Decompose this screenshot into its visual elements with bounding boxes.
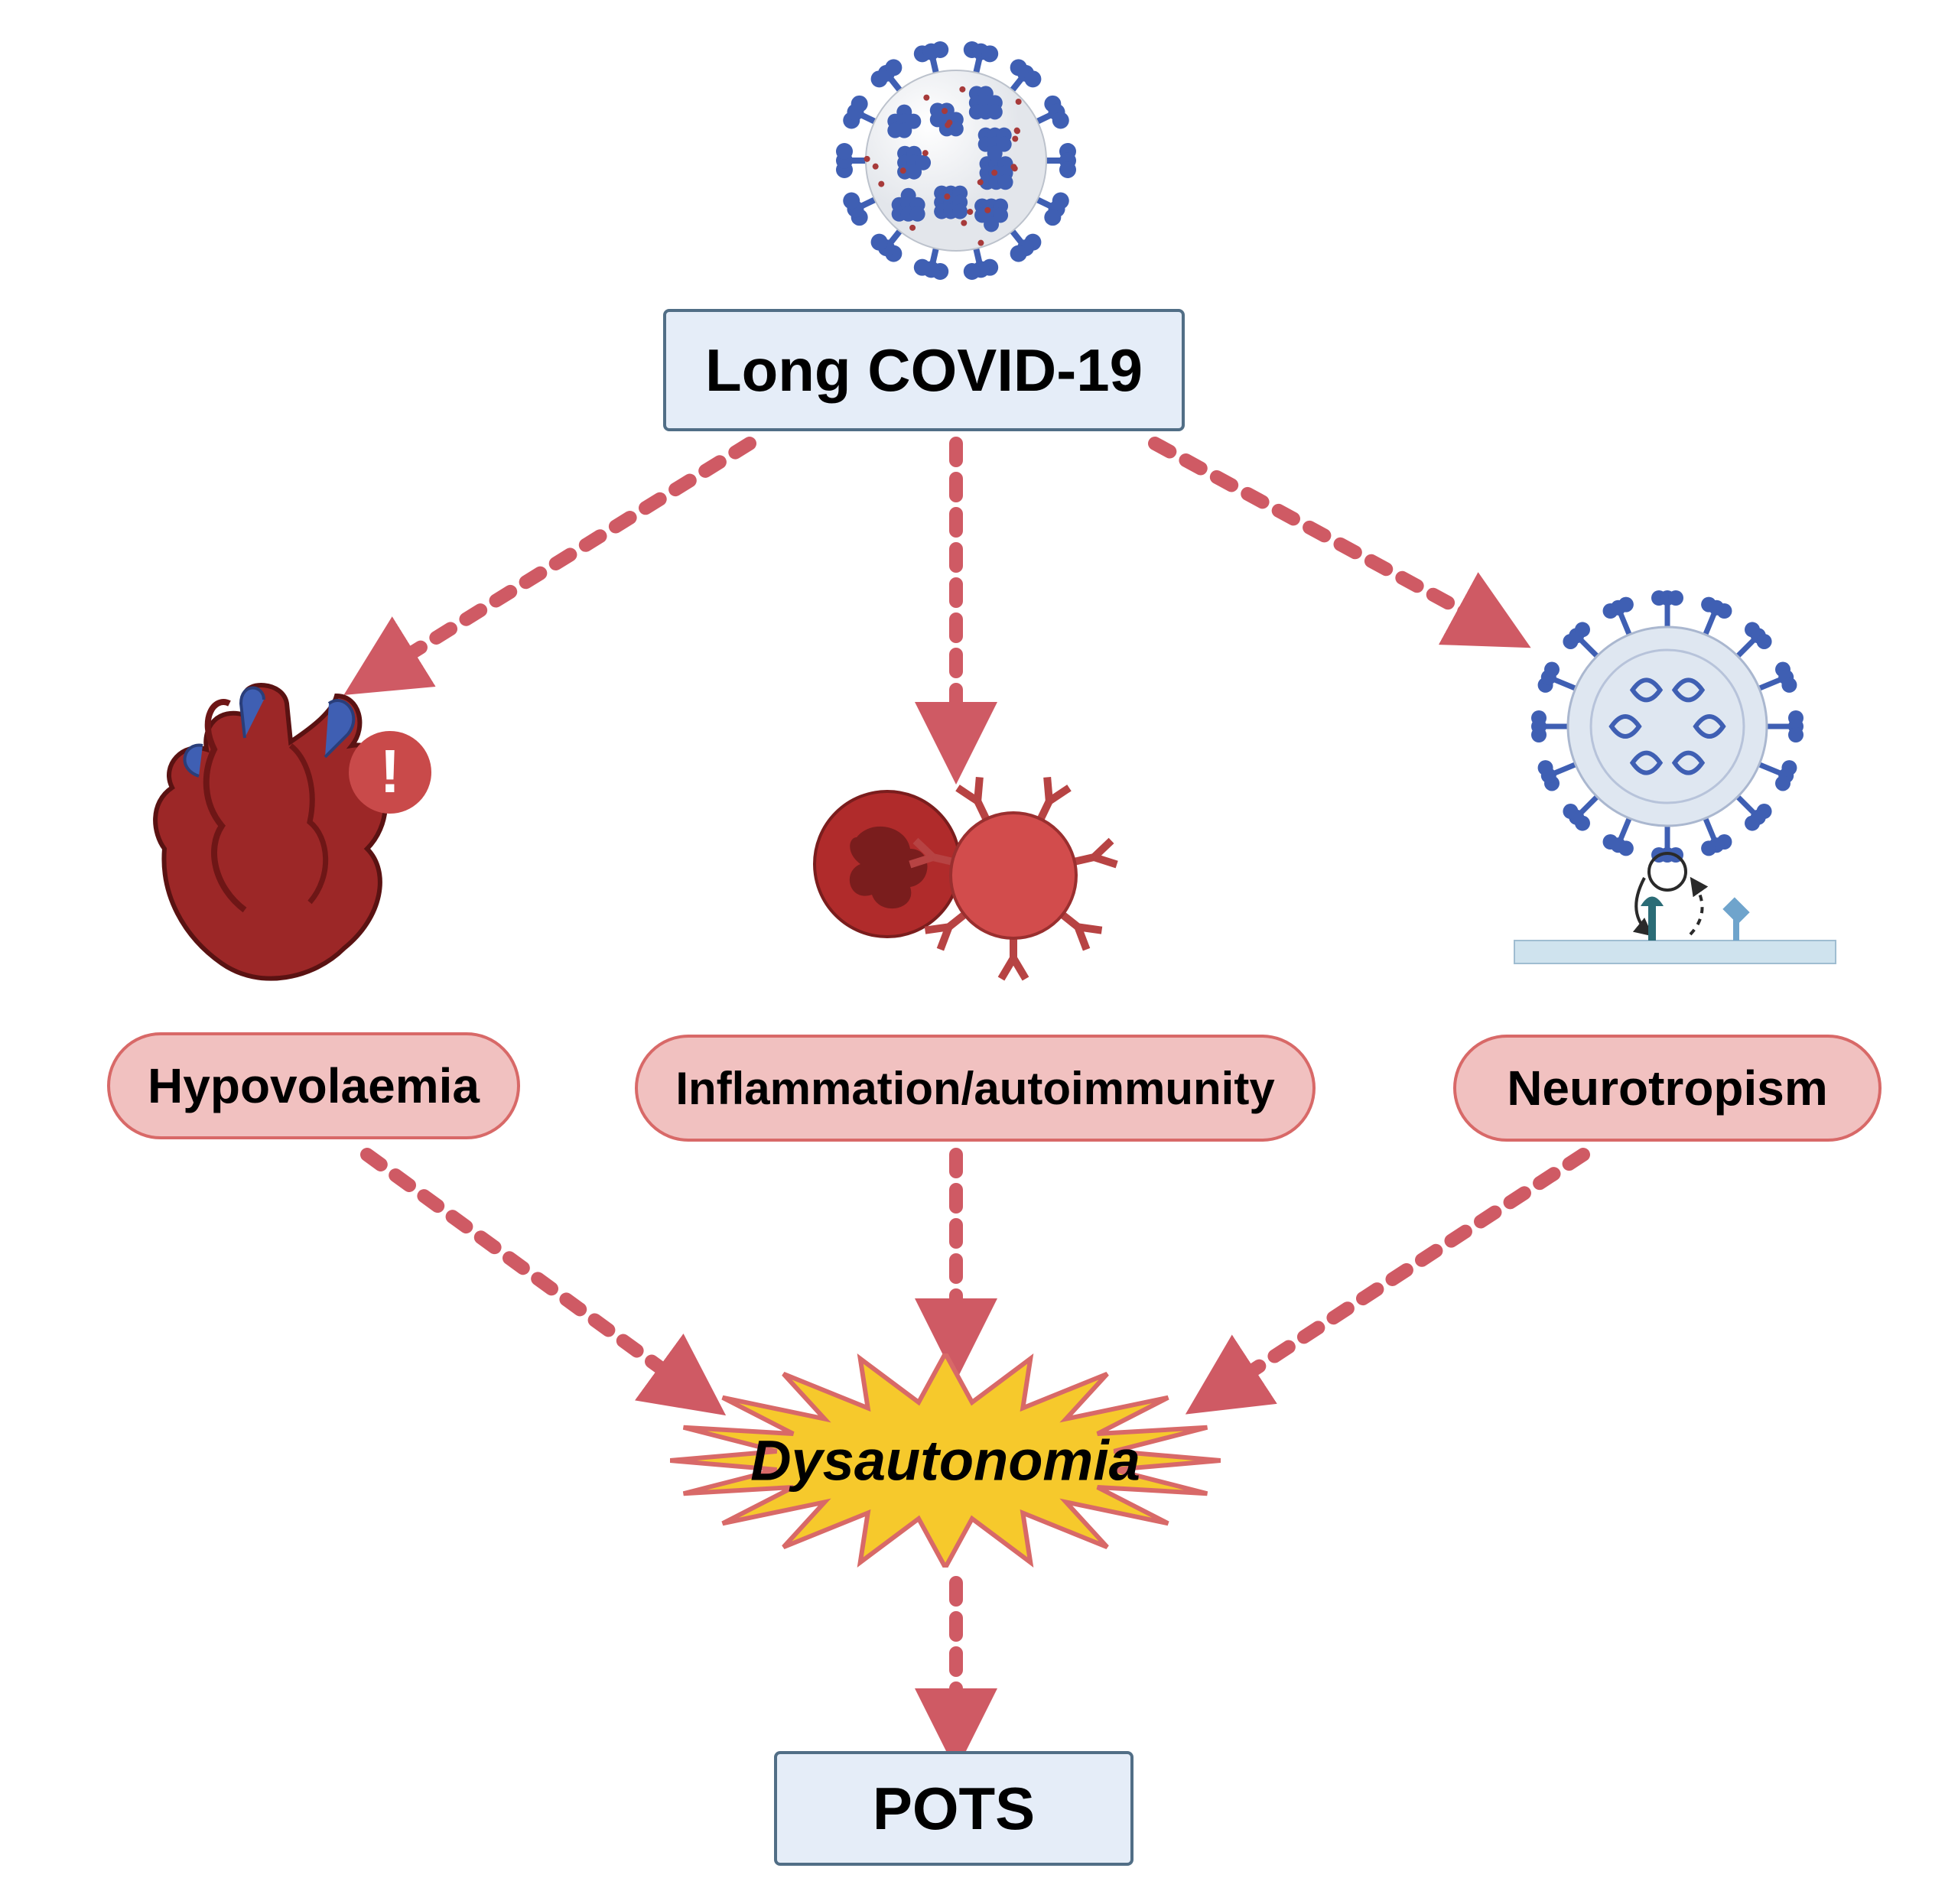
node-long-covid-label: Long COVID-19 [705, 336, 1143, 405]
node-dysautonomia: Dysautonomia [670, 1353, 1221, 1568]
svg-text:!: ! [380, 737, 401, 805]
node-dysautonomia-label: Dysautonomia [750, 1428, 1140, 1493]
heart-icon: ! [130, 673, 405, 994]
node-inflammation: Inflammation/autoimmunity [635, 1035, 1316, 1142]
diagram-canvas: ! Long COVID-19 Hyp [0, 0, 1958, 1904]
node-pots: POTS [774, 1751, 1133, 1866]
node-hypovolaemia-label: Hypovolaemia [148, 1058, 480, 1114]
node-pots-label: POTS [873, 1774, 1035, 1844]
blood-cells-icon [803, 765, 1109, 971]
node-hypovolaemia: Hypovolaemia [107, 1032, 520, 1139]
node-inflammation-label: Inflammation/autoimmunity [675, 1062, 1274, 1115]
node-long-covid: Long COVID-19 [663, 309, 1185, 431]
node-neurotropism-label: Neurotropism [1507, 1060, 1828, 1116]
virus-icon [841, 46, 1071, 275]
virus-receptor-icon [1514, 604, 1836, 986]
node-neurotropism: Neurotropism [1453, 1035, 1882, 1142]
edges-layer [0, 0, 1958, 1904]
